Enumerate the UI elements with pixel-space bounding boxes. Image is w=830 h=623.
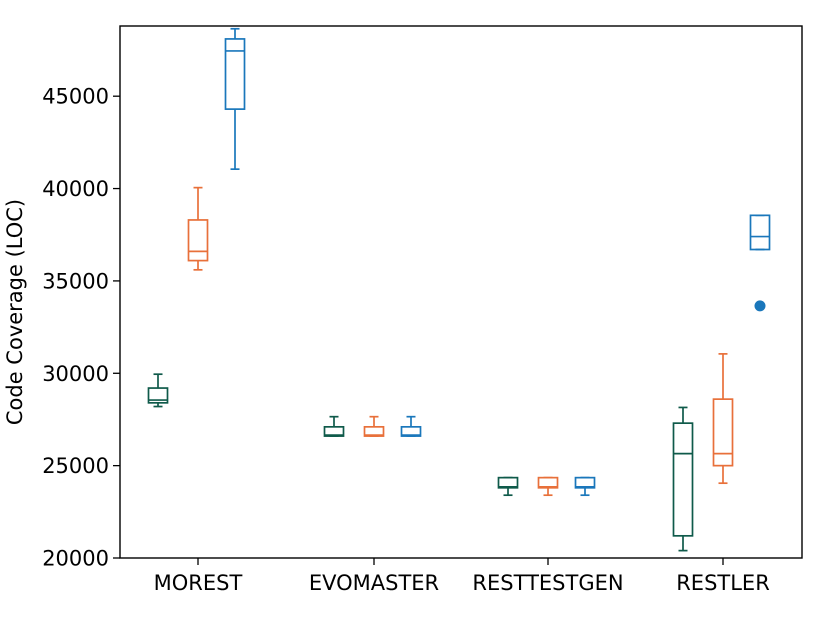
y-tick-label: 30000 <box>42 362 109 386</box>
x-tick-label: RESTLER <box>676 571 770 595</box>
box-iqr <box>497 476 519 489</box>
y-axis: 20000 25000 30000 35000 40000 45000 <box>42 85 120 571</box>
y-tick-label: 35000 <box>42 269 109 293</box>
box-iqr <box>224 38 246 110</box>
box <box>497 476 519 497</box>
box-iqr <box>537 476 559 489</box>
y-tick-label: 25000 <box>42 454 109 478</box>
box <box>147 373 169 408</box>
box-group-resttestgen <box>497 476 596 497</box>
box <box>574 476 596 497</box>
box <box>187 186 209 271</box>
box <box>400 415 422 437</box>
plot-layer <box>147 27 771 552</box>
box-group-morest <box>147 27 246 408</box>
box-iqr <box>749 214 771 251</box>
box <box>749 214 771 312</box>
outlier-point <box>754 300 766 312</box>
box-group-evomaster <box>323 415 422 437</box>
box-iqr <box>147 387 169 404</box>
box-iqr <box>712 398 734 467</box>
box-iqr <box>672 422 694 537</box>
x-tick-label: EVOMASTER <box>309 571 439 595</box>
box-iqr <box>187 219 209 262</box>
x-tick-label: MOREST <box>154 571 243 595</box>
box <box>323 415 345 437</box>
box <box>712 353 734 485</box>
y-axis-label: Code Coverage (LOC) <box>3 199 27 425</box>
box-iqr <box>400 425 422 437</box>
x-tick-label: RESTTESTGEN <box>472 571 623 595</box>
box-iqr <box>574 476 596 489</box>
box <box>537 476 559 497</box>
box <box>672 406 694 552</box>
y-tick-label: 40000 <box>42 177 109 201</box>
y-tick-label: 20000 <box>42 547 109 571</box>
x-axis: MOREST EVOMASTER RESTTESTGEN RESTLER <box>154 558 770 595</box>
box <box>363 415 385 437</box>
box <box>224 27 246 171</box>
plot-frame <box>119 25 803 559</box>
box-iqr <box>323 425 345 437</box>
box-group-restler <box>672 214 771 552</box>
box-iqr <box>363 425 385 437</box>
y-tick-label: 45000 <box>42 85 109 109</box>
